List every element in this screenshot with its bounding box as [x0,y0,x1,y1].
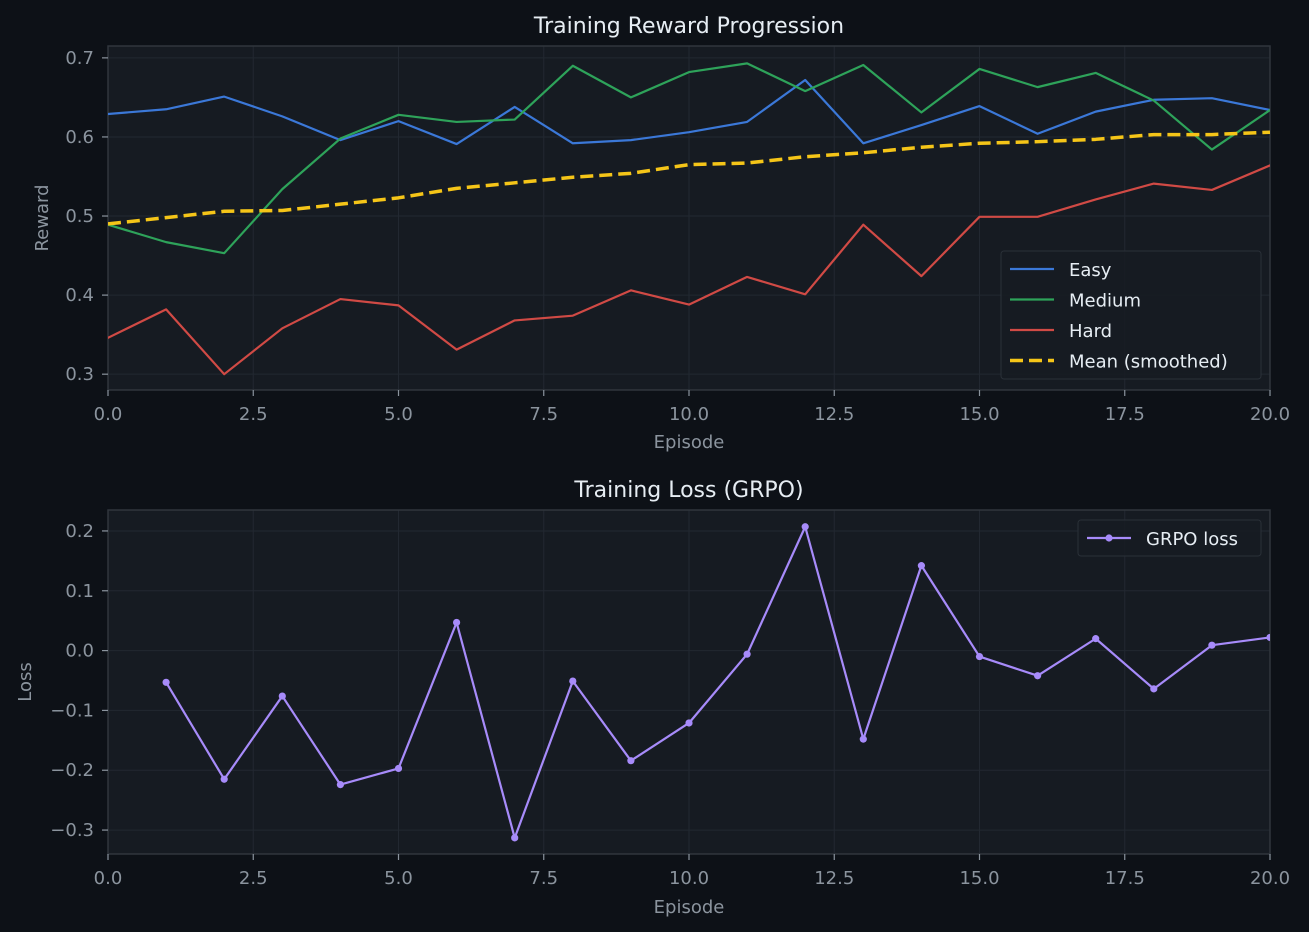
x-tick-label: 20.0 [1250,404,1290,425]
data-point [1092,635,1100,643]
data-point [1034,672,1042,680]
data-point [336,781,344,789]
x-tick-label: 12.5 [814,404,854,425]
series-group [108,62,1270,376]
legend-box [1077,519,1262,557]
y-axis-label: Loss [15,662,36,701]
data-point [1208,641,1216,649]
x-tick-label: 7.5 [529,868,558,889]
y-tick-label: 0.4 [65,285,94,306]
data-point [453,618,461,627]
y-tick-label: −0.2 [50,760,94,781]
y-tick-label: 0.5 [65,206,94,227]
x-tick-label: 7.5 [529,404,558,425]
series-line-mean-smoothed [108,130,1270,226]
legend: Easy Medium Hard Mean (smoothed) [1000,250,1262,380]
x-axis-label: Episode [654,432,725,453]
data-point [511,834,519,842]
y-tick-label: 0.7 [65,48,94,69]
x-tick-label: 20.0 [1250,868,1290,889]
legend-label: GRPO loss [1146,529,1238,550]
x-tick-label: 10.0 [669,868,709,889]
y-axis-label: Reward [32,184,53,251]
data-point [685,719,693,727]
x-tick-label: 2.5 [239,404,268,425]
data-point [278,692,286,700]
data-point [1150,685,1158,693]
data-point [220,775,228,783]
legend-label: Easy [1069,260,1112,281]
y-tick-label: 0.3 [65,364,94,385]
y-tick-label: 0.1 [65,581,94,602]
y-tick-label: 0.0 [65,641,94,662]
series-line-hard [108,164,1270,376]
legend: GRPO loss [1077,519,1262,557]
legend-box [1000,250,1262,380]
data-point [627,757,635,765]
data-point [1266,633,1270,642]
legend-marker [1105,534,1113,542]
x-tick-label: 15.0 [959,404,999,425]
data-point [162,678,170,686]
x-tick-label: 12.5 [814,868,854,889]
loss-panel: 0.0 2.5 5.0 7.5 10.0 12.5 15.0 17.5 20.0 0.2 0.1 0.… [15,478,1290,918]
x-tick-label: 0.0 [94,404,123,425]
data-point [743,650,751,658]
legend-label: Mean (smoothed) [1069,352,1228,373]
y-tick-label: −0.3 [50,820,94,841]
x-tick-label: 2.5 [239,868,268,889]
data-point [859,735,867,743]
x-tick-label: 17.5 [1105,868,1145,889]
data-point [917,562,926,570]
reward-panel: 0.0 2.5 5.0 7.5 10.0 12.5 15.0 17.5 20.0 0.3 0.4 0.… [32,14,1290,453]
x-tick-label: 5.0 [384,404,413,425]
x-tick-label: 10.0 [669,404,709,425]
data-point [394,764,403,773]
y-tick-label: −0.1 [50,700,94,721]
y-tick-label: 0.2 [65,521,94,542]
x-tick-label: 5.0 [384,868,413,889]
x-tick-label: 15.0 [959,868,999,889]
x-tick-label: 17.5 [1105,404,1145,425]
data-point [801,523,809,531]
series-line-medium [108,62,1270,255]
data-point [975,652,984,661]
y-tick-label: 0.6 [65,127,94,148]
data-point [569,677,577,685]
series-group [162,523,1270,842]
x-axis-label: Episode [654,897,725,918]
x-tick-label: 0.0 [94,868,123,889]
series-line-grpo-loss [165,525,1270,839]
series-line-easy [108,78,1270,146]
legend-label: Hard [1069,321,1112,342]
chart-title: Training Loss (GRPO) [573,478,803,503]
legend-label: Medium [1069,291,1141,312]
chart-title: Training Reward Progression [533,14,844,39]
